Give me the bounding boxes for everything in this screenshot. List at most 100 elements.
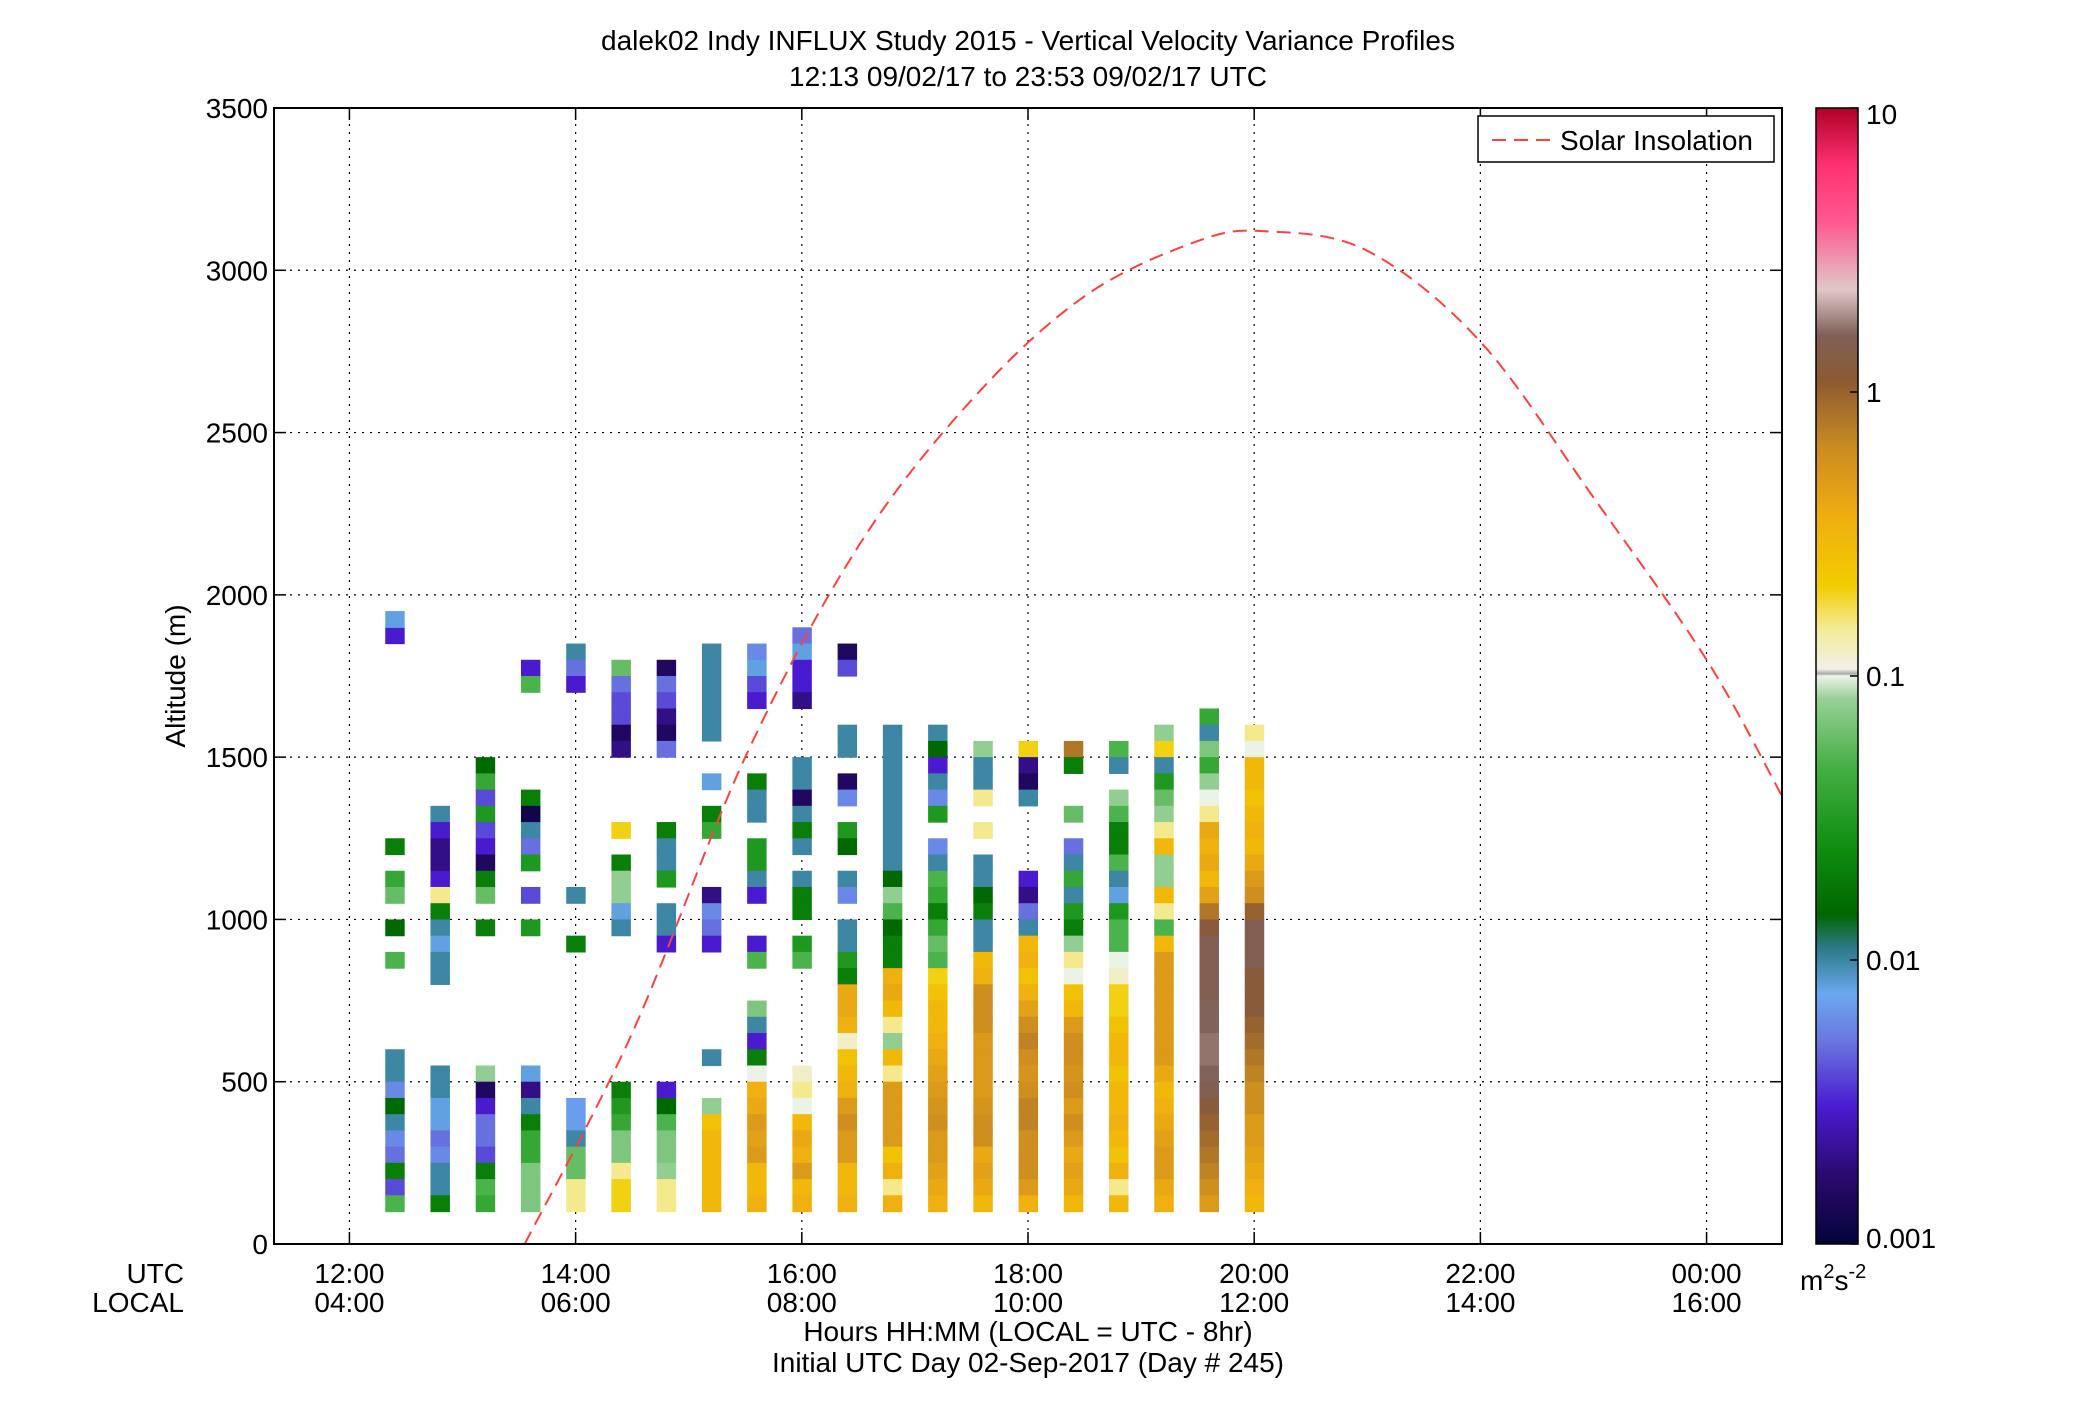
heatmap-cell: [611, 659, 631, 677]
heatmap-cell: [430, 1114, 450, 1131]
heatmap-cell: [1109, 1114, 1129, 1131]
y-tick-label: 2000: [206, 580, 268, 611]
heatmap-cell: [1154, 1081, 1174, 1099]
heatmap-cell: [701, 724, 722, 742]
heatmap-cell: [1154, 1097, 1174, 1115]
heatmap-cell: [928, 903, 948, 921]
heatmap-cell: [1109, 805, 1129, 823]
heatmap-cell: [973, 1130, 993, 1148]
heatmap-cell: [1244, 1065, 1265, 1083]
heatmap-cell: [1199, 789, 1219, 807]
heatmap-cell: [837, 1114, 858, 1131]
heatmap-cell: [385, 1114, 405, 1131]
heatmap-cell: [1063, 1130, 1084, 1148]
heatmap-cell: [1063, 854, 1084, 872]
heatmap-cell: [1063, 984, 1084, 1002]
heatmap-cell: [747, 886, 767, 904]
heatmap-cell: [385, 1195, 405, 1213]
heatmap-cell: [837, 935, 858, 953]
heatmap-cell: [1109, 838, 1129, 856]
heatmap-cell: [747, 1081, 767, 1099]
heatmap-cell: [1154, 854, 1174, 872]
heatmap-cell: [837, 838, 858, 856]
heatmap-cell: [656, 870, 677, 888]
heatmap-cell: [1244, 903, 1265, 921]
heatmap-cell: [792, 838, 812, 856]
heatmap-cell: [701, 822, 722, 839]
heatmap-cell: [792, 1114, 812, 1131]
colorbar-unit: m2s-2: [1800, 1261, 1866, 1296]
x-tick-label-utc: 20:00: [1219, 1258, 1289, 1289]
heatmap-cell: [1199, 903, 1219, 921]
heatmap-cell: [701, 886, 722, 904]
heatmap-cell: [1154, 773, 1174, 791]
heatmap-cell: [973, 1049, 993, 1067]
colorbar-unit-base: m: [1800, 1265, 1823, 1296]
heatmap-cell: [1199, 838, 1219, 856]
heatmap-cell: [1199, 1162, 1219, 1180]
heatmap-cell: [747, 1130, 767, 1148]
heatmap-cell: [1244, 951, 1265, 969]
heatmap-cell: [520, 1081, 541, 1099]
heatmap-cell: [701, 919, 722, 937]
heatmap-cell: [1109, 951, 1129, 969]
chart-title: dalek02 Indy INFLUX Study 2015 - Vertica…: [601, 25, 1455, 56]
heatmap-cell: [1244, 724, 1265, 742]
heatmap-cell: [475, 919, 496, 937]
heatmap-cell: [1018, 1146, 1039, 1164]
x-tick-label-local: 10:00: [993, 1287, 1063, 1318]
heatmap-cell: [611, 886, 631, 904]
heatmap-cell: [1063, 1033, 1084, 1050]
heatmap-cell: [701, 676, 722, 693]
heatmap-cell: [385, 1179, 405, 1196]
heatmap-cell: [430, 919, 450, 937]
heatmap-cell: [1244, 919, 1265, 937]
heatmap-cell: [882, 1000, 903, 1018]
heatmap-cell: [882, 919, 903, 937]
heatmap-cell: [566, 1130, 586, 1148]
heatmap-cell: [475, 822, 496, 839]
heatmap-cell: [973, 1162, 993, 1180]
x-tick-label-local: 08:00: [767, 1287, 837, 1318]
heatmap-cell: [882, 1033, 903, 1050]
heatmap-cell: [882, 822, 903, 839]
colorbar-tick-label: 10: [1866, 99, 1897, 130]
x-tick-label-local: 16:00: [1672, 1287, 1742, 1318]
heatmap-cell: [973, 968, 993, 985]
heatmap-cell: [656, 1179, 677, 1196]
heatmap-cell: [973, 951, 993, 969]
heatmap-cell: [475, 870, 496, 888]
heatmap-cell: [1244, 773, 1265, 791]
y-tick-label: 3000: [206, 255, 268, 286]
heatmap-cell: [882, 1130, 903, 1148]
heatmap-cell: [837, 724, 858, 742]
heatmap-cell: [973, 1016, 993, 1034]
heatmap-cell: [1063, 968, 1084, 985]
heatmap-cell: [747, 676, 767, 693]
heatmap-cell: [1109, 1146, 1129, 1164]
heatmap-cell: [475, 854, 496, 872]
heatmap-cell: [882, 984, 903, 1002]
x-tick-label-utc: 22:00: [1445, 1258, 1515, 1289]
heatmap-cell: [1154, 1130, 1174, 1148]
heatmap-cell: [928, 935, 948, 953]
heatmap-cell: [1154, 1146, 1174, 1164]
heatmap-cell: [701, 1049, 722, 1067]
heatmap-cell: [882, 1162, 903, 1180]
heatmap-cell: [701, 773, 722, 791]
heatmap-cell: [520, 886, 541, 904]
heatmap-cell: [837, 1162, 858, 1180]
heatmap-cell: [882, 935, 903, 953]
heatmap-cell: [928, 724, 948, 742]
heatmap-cell: [1063, 1049, 1084, 1067]
heatmap-cells: [385, 611, 1265, 1213]
heatmap-cell: [1199, 1130, 1219, 1148]
x-tick-label-local: 14:00: [1445, 1287, 1515, 1318]
heatmap-cell: [1154, 789, 1174, 807]
heatmap-cell: [882, 1065, 903, 1083]
heatmap-cell: [475, 1179, 496, 1196]
heatmap-cell: [882, 789, 903, 807]
heatmap-cell: [656, 692, 677, 710]
heatmap-cell: [1018, 773, 1039, 791]
